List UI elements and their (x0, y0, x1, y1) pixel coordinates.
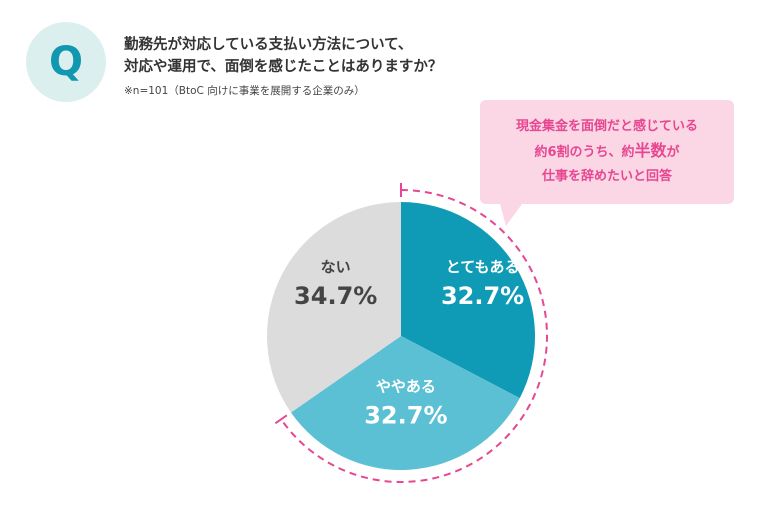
slice-value-label: 32.7% (364, 402, 447, 430)
callout-line-2-pre: 約6割のうち、約 (534, 145, 635, 160)
highlight-dashed-arc (280, 189, 548, 483)
slice-label: ややある (376, 378, 436, 396)
highlight-arc-end-tick (274, 414, 288, 425)
pie-slices (267, 201, 535, 470)
slice-label: ない (321, 258, 351, 276)
question-line-2: 対応や運用で、面倒を感じたことはありますか？ (124, 59, 443, 75)
callout-line-3: 仕事を辞めたいと回答 (541, 169, 672, 184)
callout-line-2: 約6割のうち、約半数が (534, 139, 679, 165)
slice-very-much (401, 202, 535, 399)
callout-line-2-post: が (666, 145, 680, 160)
slice-value-label: 34.7% (294, 282, 377, 310)
slice-somewhat (290, 336, 520, 470)
slice-none (267, 201, 401, 413)
callout-box: 現金集金を面倒だと感じている 約6割のうち、約半数が 仕事を辞めたいと回答 (480, 100, 734, 204)
question-badge-letter: Q (48, 39, 83, 85)
question-text: 勤務先が対応している支払い方法について、 対応や運用で、面倒を感じたことはありま… (124, 34, 442, 78)
sample-note: ※n=101（BtoC 向けに事業を展開する企業のみ） (124, 85, 365, 97)
question-badge: Q (26, 22, 106, 102)
slice-label: とてもある (446, 258, 520, 276)
callout-emphasis: 半数 (634, 141, 667, 160)
question-line-1: 勤務先が対応している支払い方法について、 (124, 37, 413, 53)
highlight-arc-group (274, 183, 548, 483)
callout-line-1: 現金集金を面倒だと感じている (515, 119, 698, 134)
callout-pointer (500, 204, 522, 226)
pie-labels: とてもある 32.7% ややある 32.7% ない 34.7% (294, 258, 524, 430)
slice-value-label: 32.7% (441, 282, 524, 310)
